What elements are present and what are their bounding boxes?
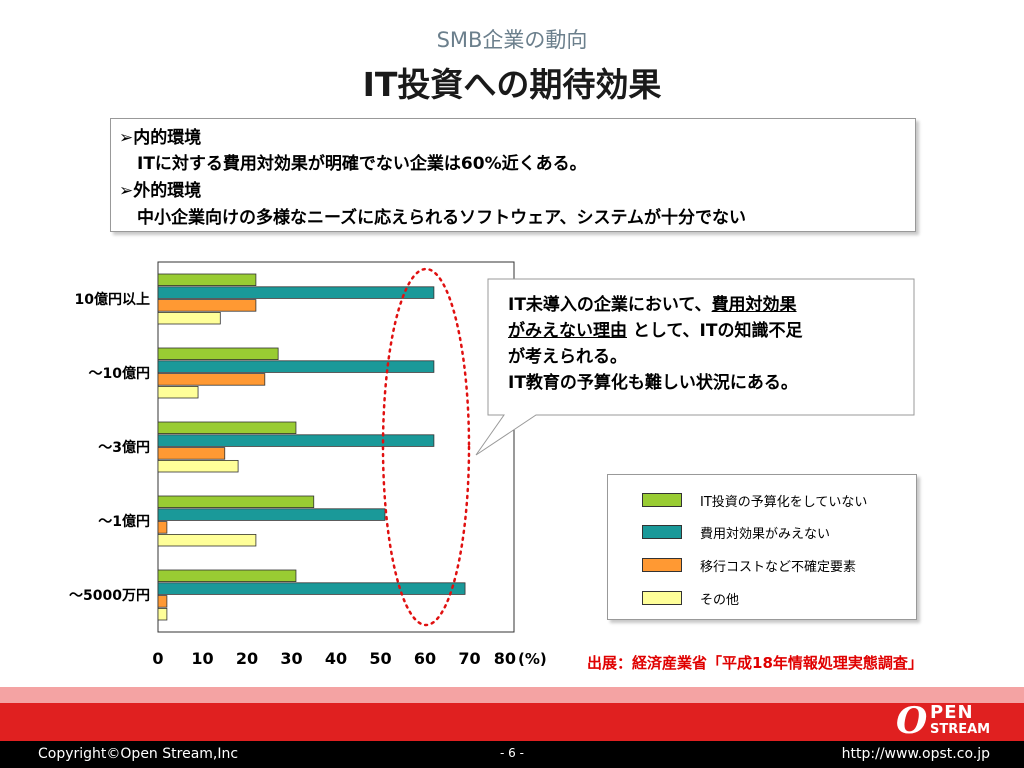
bar — [157, 421, 297, 435]
legend-swatch — [642, 525, 682, 539]
bar — [157, 385, 199, 399]
bar — [157, 459, 239, 473]
source-note: 出展：経済産業省「平成18年情報処理実態調査」 — [587, 654, 923, 672]
logo-text-stream: STREAM — [930, 722, 991, 737]
callout-line4: IT教育の予算化も難しい状況にある。 — [508, 373, 798, 393]
footer-url: http://www.opst.co.jp — [841, 746, 990, 762]
x-tick-label: 50 — [369, 649, 391, 668]
logo-text-open: PEN — [930, 702, 974, 723]
bar-chart: 10億円以上 ～10億円 ～3億円 ～1億円 ～5000万円 0 10 20 30 40 50 60 7… — [69, 261, 915, 668]
x-tick-label: 10 — [191, 649, 213, 668]
legend-label: 費用対効果がみえない — [700, 527, 831, 542]
slide-title: IT投資への期待効果 — [362, 65, 662, 104]
bar — [157, 608, 168, 621]
legend-label: その他 — [700, 593, 740, 608]
slide-subtitle: SMB企業の動向 — [436, 28, 588, 52]
callout-text: IT未導入の企業において、費用対効果 がみえない理由 として、ITの知識不足 が… — [488, 279, 914, 415]
bar — [157, 521, 168, 534]
callout-line3: が考えられる。 — [508, 347, 627, 367]
external-text: 中小企業向けの多様なニーズに応えられるソフトウェア、システムが十分でない — [137, 208, 746, 228]
footer-band-red — [0, 703, 1024, 741]
bar — [157, 373, 266, 386]
legend-swatch — [642, 493, 682, 507]
category-label: ～1億円 — [98, 513, 150, 530]
internal-heading: ➢内的環境 — [119, 128, 202, 148]
bar — [157, 273, 257, 287]
bar — [157, 360, 435, 373]
bar — [157, 495, 315, 509]
footer-band-light — [0, 687, 1024, 703]
open-stream-logo: O PEN STREAM — [896, 698, 992, 742]
x-tick-label: 30 — [280, 649, 302, 668]
bar — [157, 286, 435, 299]
callout-line2-underlined: がみえない理由 — [508, 321, 627, 341]
highlight-ellipse — [381, 267, 471, 627]
callout-line1-underlined: 費用対効果 — [711, 295, 797, 315]
copyright: Copyright©Open Stream,Inc — [38, 746, 239, 762]
bar — [157, 447, 226, 460]
bar — [157, 434, 435, 447]
bar — [157, 299, 257, 312]
x-tick-label: 80 — [494, 649, 516, 668]
callout-line2: として、ITの知識不足 — [627, 321, 803, 341]
x-tick-label: 60 — [414, 649, 436, 668]
callout-bubble — [475, 278, 915, 456]
category-label: 10億円以上 — [75, 291, 150, 308]
x-tick-label: 20 — [236, 649, 258, 668]
page-number: - 6 - — [500, 746, 524, 760]
bar — [157, 595, 168, 608]
chart-legend: IT投資の予算化をしていない 費用対効果がみえない 移行コストなど不確定要素 そ… — [607, 474, 917, 620]
x-tick-label: 70 — [458, 649, 480, 668]
x-unit-label: (%) — [518, 650, 547, 668]
footer-bar: Copyright©Open Stream,Inc - 6 - http://w… — [0, 741, 1024, 768]
x-tick-label: 40 — [325, 649, 347, 668]
legend-label: IT投資の予算化をしていない — [700, 495, 868, 510]
legend-label: 移行コストなど不確定要素 — [700, 560, 857, 575]
callout-line1: IT未導入の企業において、 — [508, 295, 712, 315]
logo-mark: O — [896, 700, 928, 742]
legend-swatch — [642, 558, 682, 572]
x-tick-label: 0 — [152, 649, 163, 668]
category-label: ～10億円 — [89, 365, 150, 382]
category-label: ～3億円 — [98, 439, 150, 456]
legend-swatch — [642, 591, 682, 605]
bar — [157, 569, 297, 583]
internal-text: ITに対する費用対効果が明確でない企業は60%近くある。 — [137, 154, 587, 174]
environment-box: ➢内的環境 ITに対する費用対効果が明確でない企業は60%近くある。 ➢外的環境… — [110, 118, 916, 232]
bar — [157, 347, 279, 361]
bar — [157, 582, 466, 595]
external-heading: ➢外的環境 — [119, 181, 202, 201]
bar — [157, 534, 257, 547]
bar — [157, 311, 221, 325]
bar — [157, 508, 386, 521]
category-label: ～5000万円 — [69, 588, 150, 604]
